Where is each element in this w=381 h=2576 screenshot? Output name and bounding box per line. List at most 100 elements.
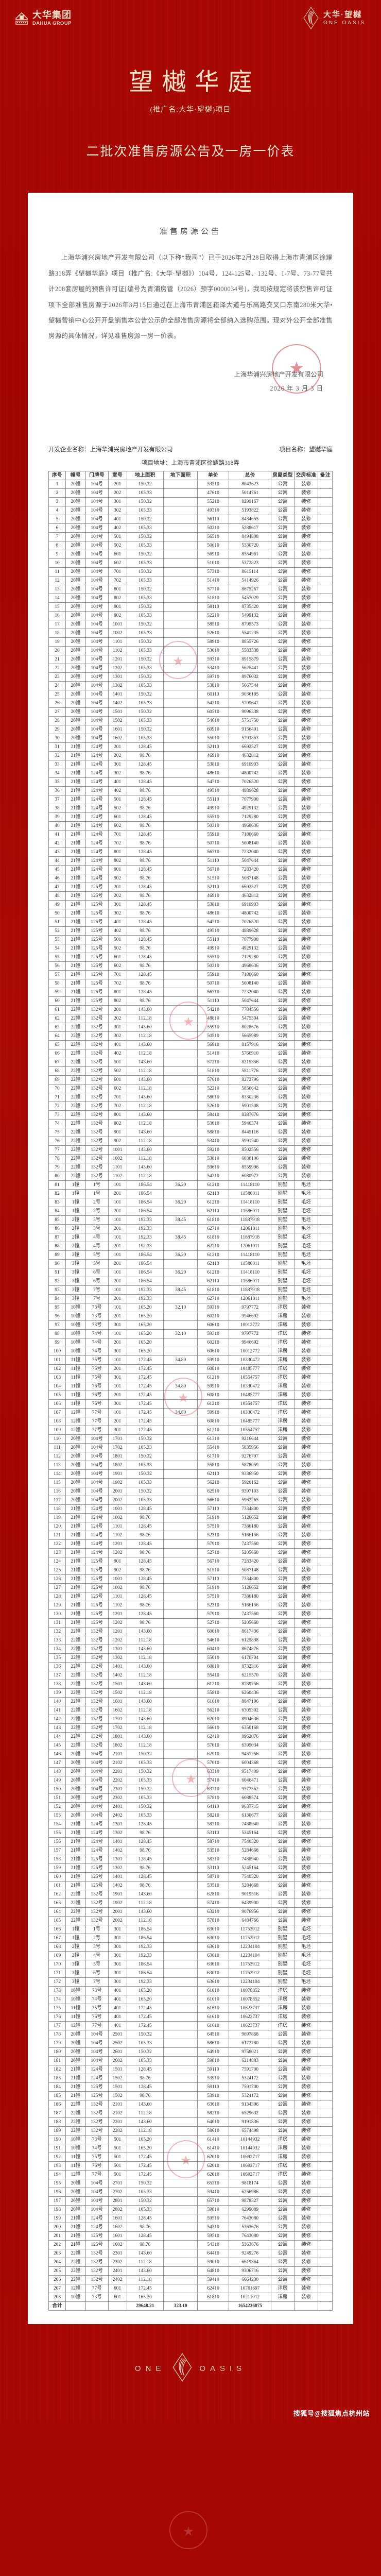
cell-总价: 5751750 [228,716,272,726]
cell-室号: 901 [108,865,127,875]
price-col-header-0: 序号 [48,471,66,481]
cell-房屋类型: 公寓 [271,725,295,735]
table-row: 33 21幢 124号 301 128.45 53810 6910903 公寓 装修 [48,760,333,770]
cell-备注 [318,996,333,1006]
cell-备注 [318,2223,333,2232]
cell-房屋类型: 公寓 [271,909,295,919]
cell-总价: 7437560 [228,1609,272,1619]
cell-幢号: 2幢 [65,1951,86,1961]
cell-单价: 61310 [197,1434,229,1444]
cell-门牌号: 104号 [85,1767,109,1777]
cell-幢号: 22幢 [65,1907,86,1917]
cell-室号: 802 [108,1119,127,1129]
cell-房屋类型: 公寓 [271,2030,295,2040]
table-row: 28 20幢 104号 1502 105.33 54610 5751750 公寓 装修 [48,716,333,726]
cell-室号: 601 [108,1075,127,1085]
cell-门牌号: 132号 [85,2109,109,2119]
cell-序号: 105 [48,1391,66,1400]
cell-交房标准: 装修 [293,611,319,621]
cell-室号: 1402 [108,1671,127,1681]
cell-单价: 51810 [197,594,229,603]
cell-幢号: 11幢 [65,2153,86,2162]
cell-地下面积 [163,2214,198,2224]
cell-室号: 802 [108,594,127,603]
cell-幢号: 20幢 [65,1793,86,1803]
cell-房屋类型: 公寓 [271,1574,295,1584]
cell-备注 [318,1680,333,1689]
cell-地下面积 [163,2074,198,2083]
cell-地下面积 [163,1671,198,1681]
cell-序号: 174 [48,1995,66,2005]
cell-地上面积: 105.33 [126,2039,164,2048]
cell-单价: 52310 [197,1531,229,1540]
cell-室号: 701 [108,970,127,980]
cell-备注 [318,883,333,892]
cell-地下面积 [163,874,198,884]
cell-地上面积: 128.45 [126,1872,164,1882]
cell-地上面积: 112.18 [126,1119,164,1129]
cell-备注 [318,2065,333,2075]
cell-交房标准: 装修 [293,751,319,761]
price-col-header-9: 交房标准 [293,471,319,481]
cell-备注 [318,1706,333,1716]
cell-序号: 21 [48,655,66,665]
cell-总价: 5288617 [228,523,272,533]
cell-总价: 8976032 [228,672,272,682]
cell-交房标准: 装修 [293,681,319,691]
cell-单价: 61010 [197,1986,229,1996]
cell-单价: 63010 [197,1934,229,1943]
cell-门牌号: 125号 [85,970,109,980]
cell-序号: 107 [48,1408,66,1418]
top-brand-bar: 大华集团 DAHUA GROUP 大华·望樾 ONE OASIS [0,0,381,36]
cell-幢号: 10幢 [65,1320,86,1330]
cell-序号: 122 [48,1539,66,1549]
cell-总价: 6619364 [228,2258,272,2267]
cell-单价: 51010 [197,558,229,568]
cell-备注 [318,1137,333,1146]
cell-交房标准: 装修 [293,725,319,735]
table-row: 177 12幢 77号 401 172.45 61610 10623737 洋房 装修 [48,2021,333,2031]
cell-单价: 50310 [197,961,229,971]
cell-总价: 6529632 [228,2109,272,2119]
cell-总价: 10144932 [228,2135,272,2145]
cell-交房标准: 装修 [293,786,319,796]
cell-序号: 153 [48,1811,66,1821]
cell-备注 [318,1461,333,1470]
cell-备注 [318,1312,333,1321]
table-row: 180 20幢 104号 2601 150.32 64910 9758021 公寓 装修 [48,2047,333,2057]
cell-序号: 73 [48,1110,66,1120]
cell-单价: 58210 [197,1811,229,1821]
cell-序号: 167 [48,1934,66,1943]
cell-幢号: 1幢 [65,1198,86,1208]
cell-房屋类型: 公寓 [271,2047,295,2057]
cell-地下面积 [163,1399,198,1409]
cell-门牌号: 104号 [85,585,109,595]
cell-序号: 1 [48,480,66,489]
cell-总价: 8735420 [228,602,272,612]
table-row: 16 20幢 104号 902 105.33 52210 5499132 公寓 装修 [48,611,333,621]
cell-总价: 6910903 [228,900,272,910]
cell-幢号: 3幢 [65,1250,86,1260]
cell-门牌号: 3号 [85,1215,109,1225]
cell-室号: 1502 [108,2091,127,2101]
cell-门牌号: 104号 [85,594,109,603]
price-table-header-row: 序号 幢号 门牌号 室号 地上面积 地下面积 单价 总价 房屋类型 交房标准 备注 [48,471,333,481]
cell-交房标准: 装修 [293,2012,319,2022]
cell-总价: 5087148 [228,874,272,884]
cell-单价: 61710 [197,1452,229,1462]
footer-credit: 搜狐号@搜狐焦点杭州站 [293,2410,370,2418]
cell-交房标准: 装修 [293,1881,319,1891]
cell-备注 [318,1023,333,1032]
cell-房屋类型: 公寓 [271,1881,295,1891]
cell-序号: 52 [48,926,66,936]
cell-幢号: 22幢 [65,1049,86,1059]
cell-序号: 158 [48,1855,66,1865]
cell-门牌号: 132号 [85,1084,109,1094]
cell-地下面积 [163,1758,198,1768]
cell-地上面积: 128.45 [126,1609,164,1619]
cell-单价: 54710 [197,777,229,787]
cell-房屋类型: 公寓 [271,1890,295,1900]
cell-备注 [318,1662,333,1672]
cell-交房标准: 毛坯 [293,1925,319,1935]
cell-交房标准: 装修 [293,1531,319,1540]
